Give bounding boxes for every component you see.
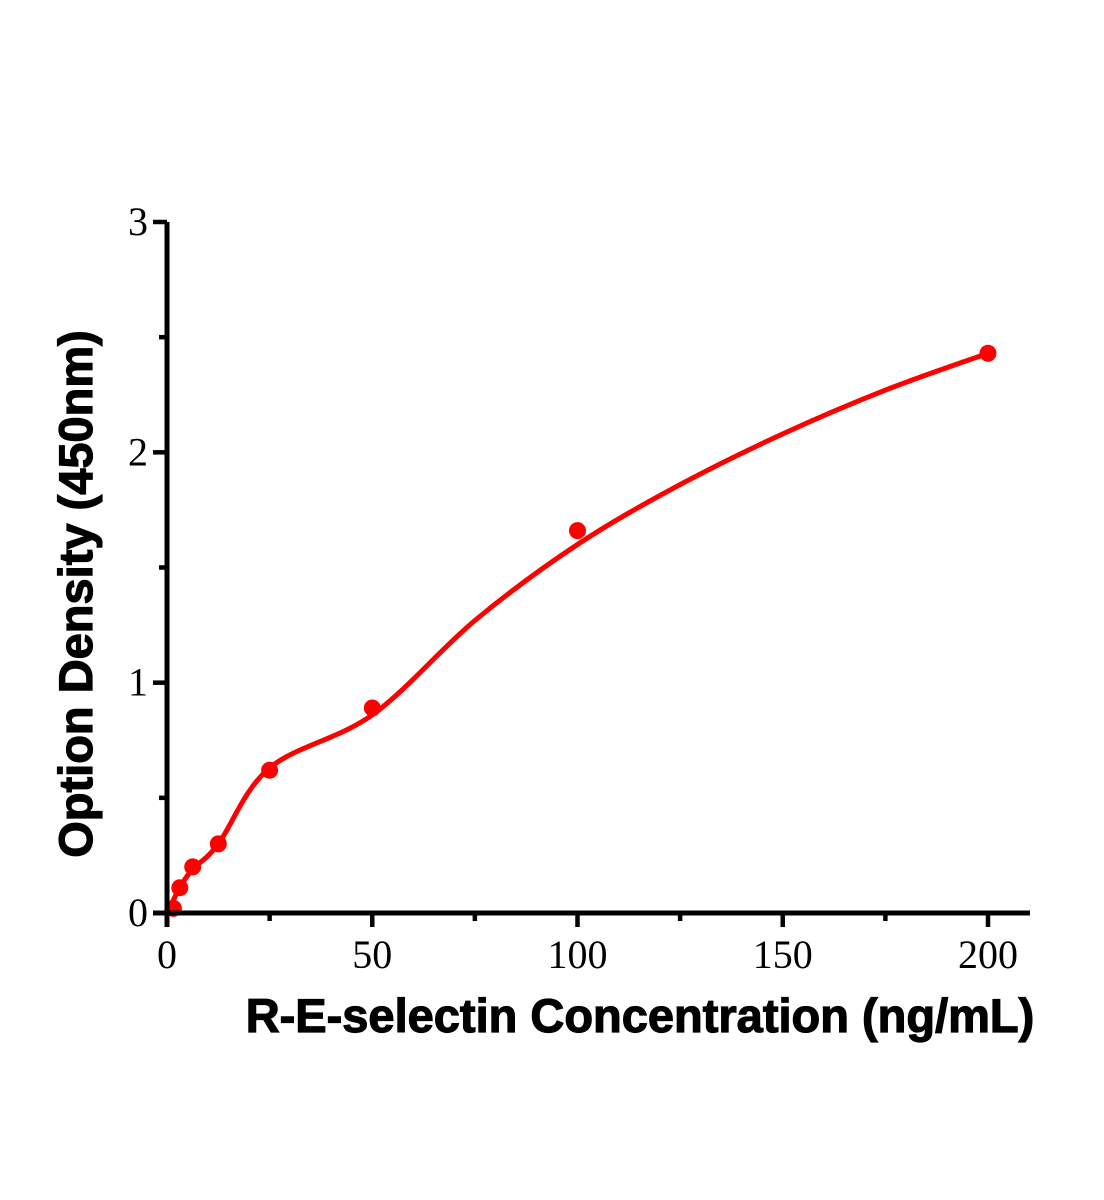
data-point [363,699,381,717]
x-tick-label: 50 [352,932,392,977]
y-tick-label: 0 [128,890,148,935]
y-tick-label: 3 [128,199,148,244]
data-point [261,761,279,779]
x-tick-label: 0 [157,932,177,977]
data-point [171,879,189,897]
data-point [979,344,997,362]
fitted-curve [164,350,991,916]
data-point [184,858,202,876]
tick-layer [153,219,991,927]
y-tick-label: 1 [128,660,148,705]
x-tick-label: 100 [548,932,608,977]
tick-label-layer: 0 50 100 150 200 0 1 2 3 [128,199,1018,977]
y-axis-label: Option Density (450nm) [49,330,102,858]
data-point [569,522,586,540]
y-tick-label: 2 [128,429,148,474]
series-layer [164,344,997,917]
x-axis-label: R-E-selectin Concentration (ng/mL) [246,989,1035,1042]
axes-layer [153,222,1030,927]
x-tick-label: 150 [753,932,813,977]
x-tick-label: 200 [958,932,1018,977]
data-point [209,835,227,853]
